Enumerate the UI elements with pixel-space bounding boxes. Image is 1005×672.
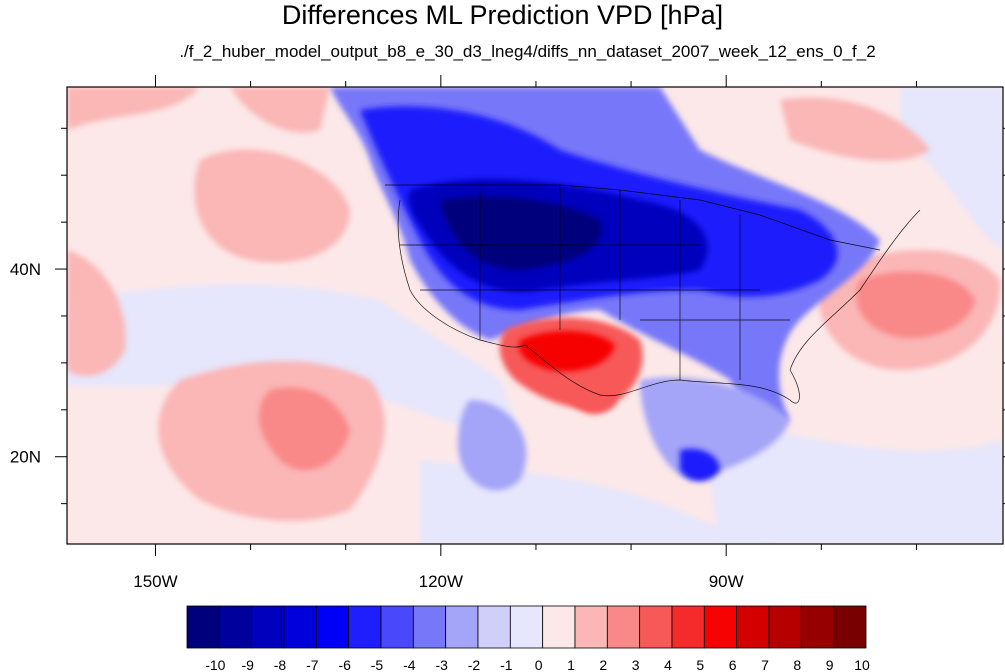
x-tick-label: 120W xyxy=(419,572,463,591)
y-tick-label: 40N xyxy=(10,260,41,279)
x-tick-label: 90W xyxy=(709,572,744,591)
chart-title: Differences ML Prediction VPD [hPa] xyxy=(281,0,724,30)
x-tick-label: 150W xyxy=(133,572,177,591)
y-tick-label: 20N xyxy=(10,448,41,467)
chart-subtitle: ./f_2_huber_model_output_b8_e_30_d3_lneg… xyxy=(179,42,876,61)
heatmap-field xyxy=(67,87,1003,544)
country-boundaries xyxy=(385,184,921,404)
axis-ticks: 150W 120W 90W 40N 20N xyxy=(10,75,1005,591)
